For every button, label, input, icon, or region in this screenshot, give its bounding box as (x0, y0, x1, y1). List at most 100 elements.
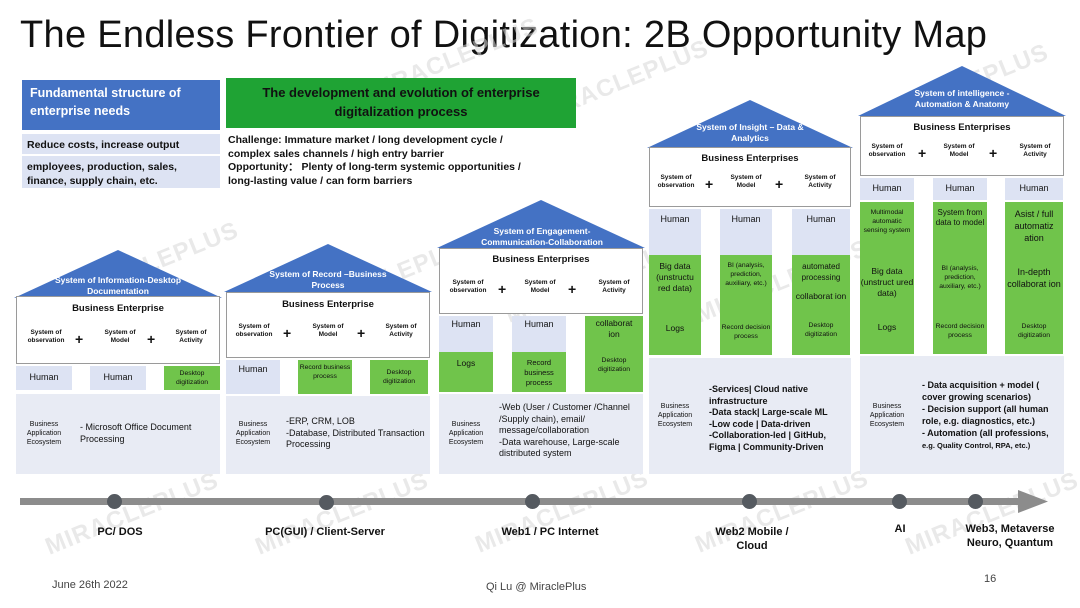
big-data-label: Big data (unstruct ured data) (860, 266, 914, 298)
timeline-dot (525, 494, 540, 509)
system-of-model-label: System of Model (943, 143, 975, 158)
plus-sign: + (918, 145, 927, 161)
page-number: 16 (984, 573, 997, 585)
record-business-process-column: Record business process (298, 360, 352, 394)
era-label: PC/ DOS (97, 526, 143, 538)
ecosystem-text: -ERP, CRM, LOB -Database, Distributed Tr… (286, 416, 425, 449)
human-column: Human (792, 209, 850, 255)
record-business-process-label: Record business process (524, 358, 554, 387)
business-enterprise-title: Business Enterprises (701, 153, 799, 164)
human-label: Human (29, 372, 59, 382)
ecosystem-box: Business Application Ecosystem -ERP, CRM… (226, 396, 430, 474)
opportunity-text: Opportunity： Plenty of long-term systemi… (228, 161, 521, 187)
ecosystem-box: Business Application Ecosystem -Services… (649, 358, 851, 474)
plus-sign: + (283, 325, 292, 341)
plus-sign: + (705, 176, 714, 192)
ecosystem-label: Business Application Ecosystem (657, 403, 693, 428)
bi-label: BI (analysis, prediction, auxiliary, etc… (725, 262, 767, 287)
logs-label: Logs (456, 358, 476, 368)
logs-column: Logs (439, 352, 493, 392)
automatization-column: Asist / full automatiz ation In-depth co… (1005, 202, 1063, 354)
human-column: Human (860, 178, 914, 200)
big-data-column: Big data (unstructu red data) Logs (649, 255, 701, 355)
ecosystem-text: - Decision support (all human role, e.g.… (922, 404, 1049, 426)
desktop-digitization-label: Desktop digitization (1017, 323, 1051, 339)
ecosystem-text: - Microsoft Office Document Processing (80, 422, 192, 444)
system-of-activity-label: System of Activity (385, 323, 417, 338)
timeline-dot (319, 495, 334, 510)
desktop-digitization-label: Desktop digitization (382, 369, 416, 385)
era-label: PC(GUI) / Client-Server (265, 526, 385, 538)
house-roof (14, 250, 222, 298)
system-of-activity-label: System of Activity (175, 329, 207, 344)
house-roof-label: System of Engagement-Communication-Colla… (481, 226, 603, 247)
system-of-model-label: System of Model (104, 329, 136, 344)
timeline-arrow (20, 490, 1048, 513)
reduce-costs-box: Reduce costs, increase output (22, 134, 220, 154)
human-label: Human (103, 372, 133, 382)
automatization-label: Asist / full automatiz ation (1014, 209, 1054, 243)
data-to-model-label: System from data to model (935, 208, 985, 227)
plus-sign: + (989, 145, 998, 161)
logs-label: Logs (877, 322, 897, 332)
bi-column: BI (analysis, prediction, auxiliary, etc… (720, 255, 772, 355)
human-column: Human (90, 366, 146, 390)
desktop-digitization-column: Desktop digitization (164, 366, 220, 390)
big-data-label: Big data (unstructu red data) (656, 261, 694, 293)
ecosystem-text: e.g. Quality Control, RPA, etc.) (922, 441, 1031, 450)
automated-processing-column: automated processing collaborat ion Desk… (792, 255, 850, 355)
ecosystem-text: - Data acquisition + model ( cover growi… (922, 380, 1040, 402)
desktop-digitization-column: Desktop digitization (585, 352, 643, 392)
human-column: Human (16, 366, 72, 390)
ecosystem-label: Business Application Ecosystem (26, 421, 62, 446)
era-label: Web3, Metaverse Neuro, Quantum (965, 523, 1055, 549)
system-of-model-label: System of Model (312, 323, 344, 338)
business-enterprise-box: Business Enterprises System of observati… (860, 116, 1064, 176)
plus-sign: + (75, 331, 84, 347)
desktop-digitization-label: Desktop digitization (175, 370, 209, 386)
house-roof-label: System of intelligence - Automation & An… (914, 88, 1010, 109)
system-of-model-label: System of Model (730, 174, 762, 189)
desktop-digitization-label: Desktop digitization (597, 357, 631, 373)
bi-label: BI (analysis, prediction, auxiliary, etc… (939, 265, 981, 290)
human-label: Human (660, 214, 690, 224)
era-label: Web2 Mobile / Cloud (715, 526, 789, 552)
employees-box: employees, production, sales, finance, s… (22, 156, 220, 188)
ecosystem-text: - Automation (all professions, (922, 428, 1049, 438)
desktop-digitization-label: Desktop digitization (804, 322, 838, 338)
human-label: Human (806, 214, 836, 224)
house-roof-label: System of Insight – Data & Analytics (696, 122, 804, 143)
ecosystem-label: Business Application Ecosystem (869, 403, 905, 428)
house-roof (437, 200, 645, 248)
business-enterprise-box: Business Enterprise System of observatio… (16, 296, 220, 364)
collaboration-label: collaborat ion (795, 291, 847, 301)
plus-sign: + (568, 281, 577, 297)
footer-author: Qi Lu @ MiraclePlus (486, 581, 587, 593)
challenge-text: Challenge: Immature market / long develo… (228, 134, 503, 160)
ecosystem-box: Business Application Ecosystem - Microso… (16, 394, 220, 474)
development-process-box: The development and evolution of enterpr… (226, 78, 576, 128)
collaboration-label: collaborat ion (595, 318, 633, 339)
human-label: Human (945, 183, 975, 193)
system-of-observation-label: System of observation (657, 174, 695, 189)
page-title: The Endless Frontier of Digitization: 2B… (20, 14, 988, 56)
system-of-observation-label: System of observation (27, 329, 65, 344)
business-enterprise-title: Business Enterprise (282, 299, 374, 310)
human-label: Human (238, 364, 268, 374)
system-of-activity-label: System of Activity (598, 279, 630, 294)
business-enterprise-title: Business Enterprise (72, 303, 164, 314)
data-to-model-column: System from data to model BI (analysis, … (933, 202, 987, 354)
ecosystem-text: -Services| Cloud native infrastructure -… (709, 384, 828, 452)
human-column: Human (226, 360, 280, 394)
desktop-digitization-column: Desktop digitization (370, 360, 428, 394)
fundamental-structure-box: Fundamental structure of enterprise need… (22, 80, 220, 130)
system-of-activity-label: System of Activity (804, 174, 836, 189)
house-roof-label: System of Record –Business Process (269, 269, 387, 290)
timeline-dot (892, 494, 907, 509)
record-decision-label: Record decision process (935, 323, 985, 339)
plus-sign: + (775, 176, 784, 192)
human-column: Human (1005, 178, 1063, 200)
timeline-dot (968, 494, 983, 509)
record-business-process-column: Record business process (512, 352, 566, 392)
human-column: Human (720, 209, 772, 255)
